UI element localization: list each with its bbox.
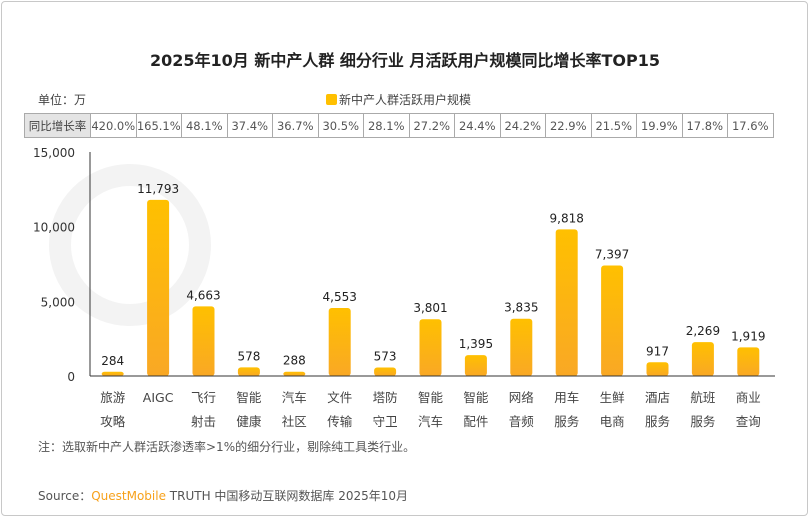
x-tick-label: 汽车 [282, 390, 307, 405]
value-label: 9,818 [550, 211, 584, 225]
x-tick-label: 服务 [645, 414, 670, 429]
value-label: 3,835 [504, 301, 538, 315]
x-tick-label: 传输 [327, 414, 353, 429]
growth-cell: 37.4% [226, 113, 273, 138]
x-tick-label: 查询 [736, 414, 761, 429]
bar [374, 367, 397, 376]
x-tick-label: 网络 [509, 390, 535, 405]
x-tick-label: 文件 [327, 390, 352, 405]
bar [192, 306, 215, 376]
x-tick-label: AIGC [143, 390, 174, 405]
x-tick-label: 塔防 [373, 390, 398, 405]
growth-cell: 420.0% [90, 113, 137, 138]
unit-label: 单位：万 [38, 93, 87, 107]
x-tick-label: 航班 [690, 390, 715, 405]
bar [555, 229, 578, 376]
growth-cell: 165.1% [135, 113, 182, 138]
source-label: Source： [38, 489, 92, 503]
x-tick-label: 服务 [690, 414, 715, 429]
bar [510, 318, 533, 376]
value-label: 3,801 [413, 301, 447, 315]
value-label: 7,397 [595, 248, 629, 262]
x-tick-label: 服务 [554, 414, 579, 429]
x-tick-label: 智能 [418, 390, 444, 405]
x-tick-label: 射击 [191, 414, 216, 429]
x-tick-label: 攻略 [100, 414, 126, 429]
x-tick-label: 旅游 [100, 390, 126, 405]
legend-swatch [326, 94, 337, 105]
growth-table: 同比增长率 420.0% 165.1% 48.1% 37.4% 36.7% 30.5% 28.… [24, 113, 774, 138]
value-label: 1,395 [459, 337, 493, 351]
bar [737, 347, 760, 376]
x-tick-label: 守卫 [373, 414, 398, 429]
x-tick-label: 健康 [236, 414, 262, 429]
footnote: 注：选取新中产人群活跃渗透率>1%的细分行业，剔除纯工具类行业。 [38, 440, 416, 454]
bar [147, 199, 170, 376]
x-tick-label: 电商 [600, 414, 625, 429]
bar [646, 362, 669, 376]
bar [237, 367, 260, 376]
chart-title: 2025年10月 新中产人群 细分行业 月活跃用户规模同比增长率TOP15 [149, 51, 661, 70]
source-brand: QuestMobile [91, 489, 166, 503]
value-label: 573 [374, 349, 397, 363]
growth-cell: 22.9% [545, 113, 592, 138]
source-rest: TRUTH 中国移动互联网数据库 2025年10月 [165, 489, 409, 503]
x-tick-label: 智能 [463, 390, 489, 405]
y-tick-label: 15,000 [33, 146, 75, 160]
value-label: 578 [237, 349, 260, 363]
bar [101, 371, 124, 376]
y-tick-label: 10,000 [33, 221, 75, 235]
value-label: 4,663 [186, 288, 220, 302]
y-tick-label: 0 [67, 370, 75, 384]
x-tick-label: 生鲜 [600, 390, 625, 405]
x-tick-label: 配件 [463, 414, 488, 429]
value-label: 4,553 [323, 290, 357, 304]
x-tick-label: 用车 [554, 390, 579, 405]
value-label: 917 [646, 344, 669, 358]
growth-cell: 17.8% [681, 113, 728, 138]
bar [419, 319, 442, 376]
x-tick-label: 飞行 [191, 390, 216, 405]
bar [328, 308, 351, 376]
growth-cell: 27.2% [408, 113, 455, 138]
bar [464, 355, 487, 376]
growth-cell: 36.7% [272, 113, 319, 138]
value-label: 288 [283, 354, 306, 368]
bar [283, 371, 306, 376]
growth-cell: 19.9% [636, 113, 683, 138]
growth-header: 同比增长率 [24, 113, 91, 138]
legend: 新中产人群活跃用户规模 [326, 91, 471, 108]
x-tick-label: 酒店 [645, 390, 670, 405]
source: Source：QuestMobile TRUTH 中国移动互联网数据库 2025… [38, 487, 408, 504]
value-label: 284 [101, 354, 124, 368]
bar [691, 342, 714, 376]
value-label: 11,793 [137, 182, 179, 196]
value-label: 1,919 [731, 329, 765, 343]
legend-label: 新中产人群活跃用户规模 [339, 93, 472, 107]
y-tick-label: 5,000 [41, 295, 75, 309]
value-label: 2,269 [686, 324, 720, 338]
growth-cell: 21.5% [590, 113, 637, 138]
x-tick-label: 商业 [736, 390, 761, 405]
x-tick-label: 音频 [509, 414, 535, 429]
x-tick-label: 社区 [282, 414, 307, 429]
growth-cell: 28.1% [363, 113, 410, 138]
growth-cell: 17.6% [727, 113, 774, 138]
growth-cell: 30.5% [317, 113, 364, 138]
growth-cell: 48.1% [181, 113, 228, 138]
x-tick-label: 智能 [236, 390, 262, 405]
bar [601, 265, 624, 376]
x-tick-label: 汽车 [418, 414, 443, 429]
watermark-logo [49, 164, 211, 326]
